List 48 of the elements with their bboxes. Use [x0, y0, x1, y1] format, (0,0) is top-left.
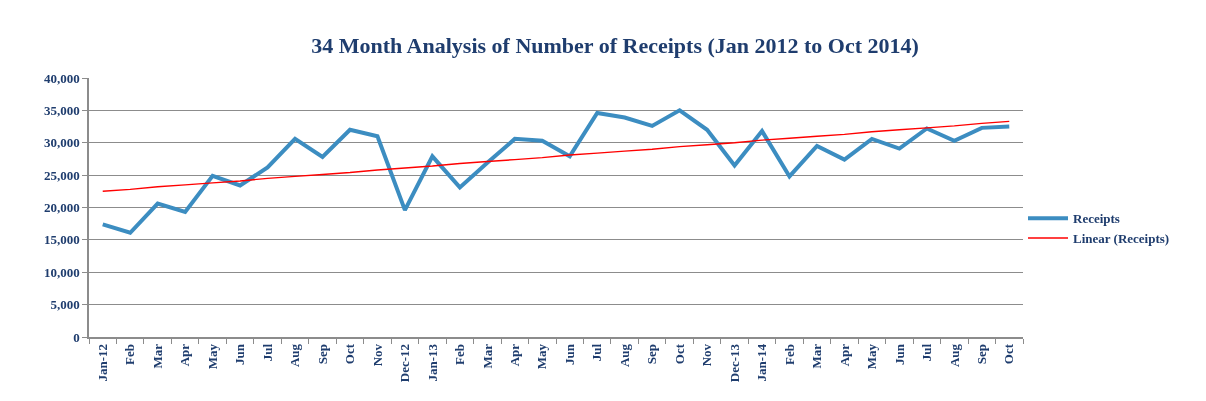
x-tick-label: Nov: [699, 343, 715, 367]
x-tick-label: Mar: [809, 343, 825, 369]
x-tick-label: Jun: [232, 343, 248, 365]
y-tick-label: 0: [73, 329, 80, 345]
legend-label: Linear (Receipts): [1073, 231, 1170, 247]
y-tick-label: 20,000: [43, 200, 80, 216]
x-tick-label: Jun: [891, 343, 907, 365]
x-tick-label: May: [864, 343, 880, 370]
y-tick-label: 35,000: [43, 102, 80, 118]
y-tick-label: 15,000: [43, 232, 80, 248]
x-tick-label: Aug: [287, 343, 303, 368]
x-tick-label: Oct: [671, 343, 687, 365]
x-tick-label: Mar: [149, 343, 165, 369]
x-tick-label: Sep: [314, 343, 330, 365]
y-tick-label: 10,000: [43, 264, 80, 280]
x-tick-label: Oct: [1001, 343, 1017, 365]
x-tick-label: Dec-13: [726, 343, 742, 383]
x-tick-label: Feb: [452, 343, 468, 365]
x-tick-label: Jul: [589, 343, 605, 362]
x-tick-label: Sep: [974, 343, 990, 365]
y-tick-label: 25,000: [43, 167, 80, 183]
x-tick-label: Aug: [616, 343, 632, 368]
x-tick-label: Dec-12: [397, 343, 413, 383]
x-tick-label: Feb: [122, 343, 138, 365]
x-tick-label: May: [204, 343, 220, 370]
x-tick-label: Apr: [177, 343, 193, 367]
y-tick-label: 5,000: [50, 297, 80, 313]
chart-title: 34 Month Analysis of Number of Receipts (Jan 2012 to Oct 2014): [311, 32, 919, 58]
x-tick-label: Aug: [946, 343, 962, 368]
x-tick-label: Sep: [644, 343, 660, 365]
x-tick-label: Jul: [919, 343, 935, 362]
line-series: [100, 108, 1012, 235]
x-tick-label: Jan-12: [94, 343, 110, 382]
x-tick-label: Jan-13: [424, 343, 440, 382]
y-tick-label: 30,000: [43, 135, 80, 151]
x-tick-label: Nov: [369, 343, 385, 367]
x-tick-label: Apr: [507, 343, 523, 367]
legend-label: Receipts: [1073, 211, 1120, 227]
x-tick-label: Jan-14: [754, 343, 770, 382]
x-tick-label: Apr: [836, 343, 852, 367]
x-tick-label: Oct: [342, 343, 358, 365]
line-series: [102, 120, 1010, 193]
x-tick-label: Jun: [561, 343, 577, 365]
x-tick-label: Feb: [781, 343, 797, 365]
x-tick-label: May: [534, 343, 550, 370]
x-tick-label: Mar: [479, 343, 495, 369]
x-tick-label: Jul: [259, 343, 275, 362]
y-tick-label: 40,000: [43, 70, 80, 86]
